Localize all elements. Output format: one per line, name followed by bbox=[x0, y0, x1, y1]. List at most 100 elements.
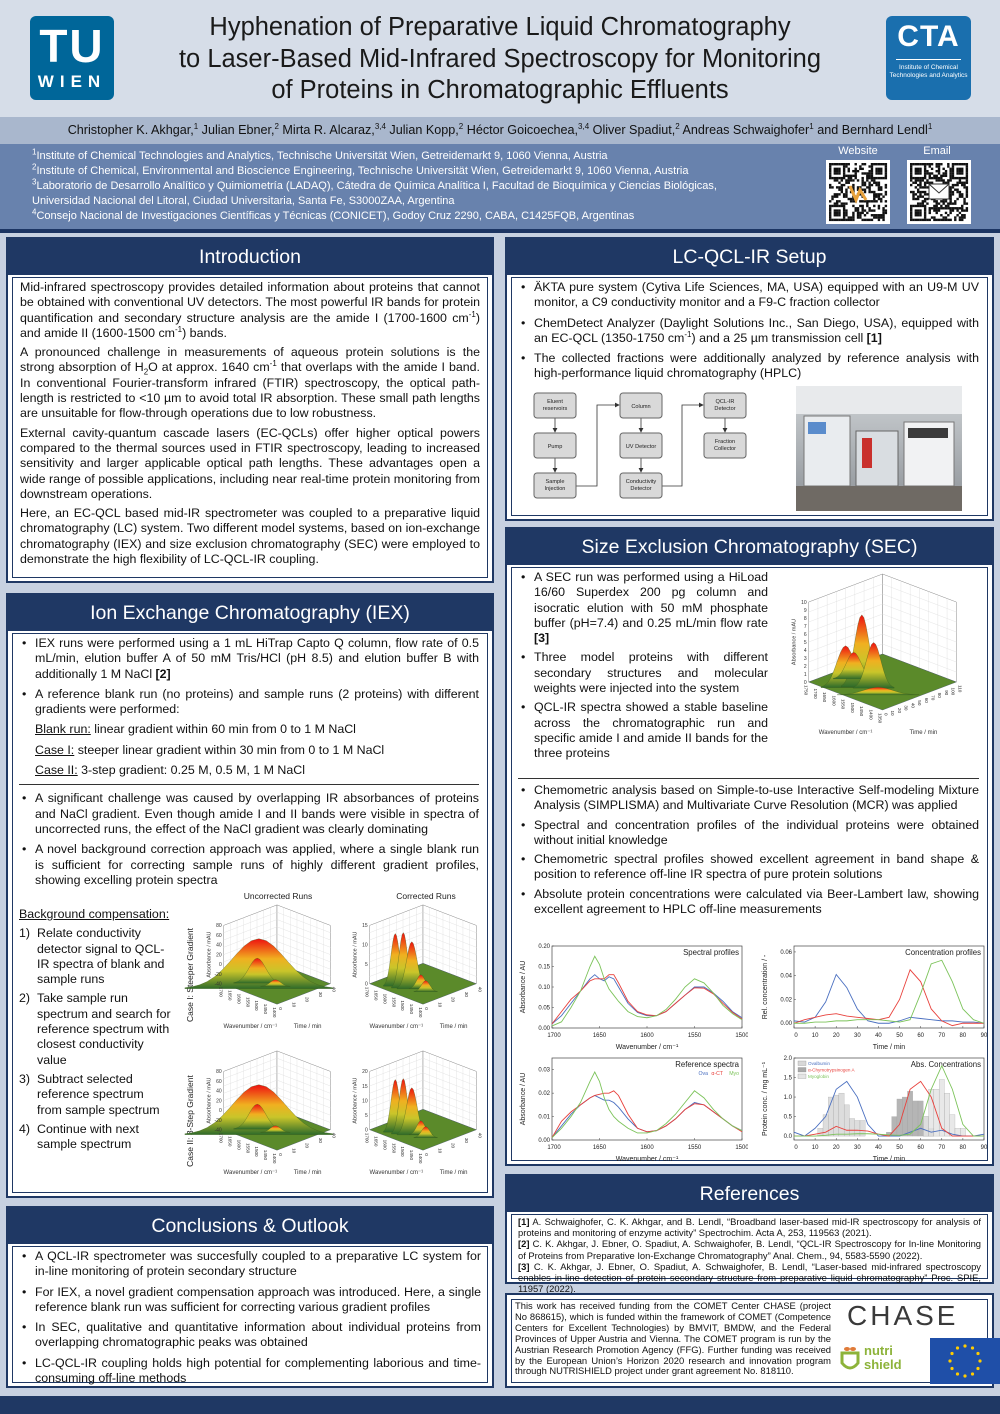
qr-module bbox=[854, 209, 857, 212]
intro-paragraph: External cavity-quantum cascade lasers (… bbox=[20, 426, 480, 502]
qr-module bbox=[965, 163, 969, 166]
qr-module bbox=[961, 183, 964, 187]
bullet-item: A significant challenge was caused by ov… bbox=[19, 791, 479, 837]
chart-title: Concentration profiles bbox=[905, 948, 981, 957]
grid-line bbox=[369, 1065, 424, 1087]
qr-module bbox=[859, 186, 862, 189]
qr-module bbox=[921, 202, 924, 205]
sec-panel: Size Exclusion Chromatography (SEC) A SE… bbox=[505, 527, 994, 1166]
text-segment: Universidad Nacional del Litoral, Ciudad… bbox=[32, 195, 455, 207]
qr-module bbox=[842, 207, 846, 210]
z-tick-label: 15 bbox=[362, 1084, 368, 1090]
qr-module bbox=[831, 204, 834, 208]
flow-box-shape bbox=[703, 432, 747, 459]
qr-module bbox=[884, 165, 888, 168]
website-icon bbox=[848, 185, 868, 204]
qr-module bbox=[947, 204, 950, 208]
section-title: LC-QCL-IR Setup bbox=[507, 239, 992, 275]
z-tick-label: 1 bbox=[804, 672, 807, 678]
qr-module bbox=[958, 218, 962, 222]
title-line: of Proteins in Chromatographic Effluents bbox=[271, 76, 729, 104]
qr-module bbox=[854, 207, 857, 210]
qr-module bbox=[884, 169, 888, 173]
series-line-1 bbox=[551, 974, 743, 1025]
qr-module bbox=[829, 211, 832, 215]
z-tick-label: 4 bbox=[804, 648, 807, 654]
hplc-bar bbox=[923, 1116, 929, 1137]
x-tick-label: 60 bbox=[917, 1145, 924, 1151]
x-tick-label: 60 bbox=[917, 1033, 924, 1039]
qr-module bbox=[940, 214, 943, 217]
qr-module bbox=[912, 195, 915, 198]
qr-module bbox=[884, 193, 888, 196]
qr-module bbox=[861, 218, 864, 222]
qr-module bbox=[923, 193, 927, 196]
qr-module bbox=[928, 165, 931, 168]
qr-module bbox=[847, 197, 850, 201]
text-segment: Laboratorio de Desarrollo Analítico y Qu… bbox=[36, 180, 717, 192]
qr-module bbox=[958, 216, 962, 219]
qr-module bbox=[847, 163, 850, 166]
qr-module bbox=[842, 165, 846, 168]
qr-module bbox=[852, 174, 855, 177]
qr-module bbox=[956, 169, 959, 173]
z-tick-label: 10 bbox=[362, 1098, 368, 1104]
qr-module bbox=[835, 200, 839, 203]
qr-module bbox=[877, 207, 881, 210]
x-tick-label: 70 bbox=[938, 1145, 945, 1151]
x-tick-label: 1550 bbox=[245, 1143, 250, 1154]
qr-module bbox=[914, 169, 918, 173]
qr-module bbox=[835, 218, 839, 222]
x-tick-label: 1500 bbox=[850, 703, 855, 714]
qr-module bbox=[926, 172, 929, 175]
divider bbox=[19, 784, 479, 786]
z-axis-label: Absorbance / mAU bbox=[353, 931, 359, 977]
grid-line bbox=[882, 593, 957, 623]
y-tick-label: 10 bbox=[437, 1002, 442, 1008]
qr-module bbox=[930, 181, 934, 184]
qr-module bbox=[833, 179, 837, 182]
qr-module bbox=[833, 193, 837, 196]
shield-icon bbox=[840, 1347, 860, 1370]
qr-module bbox=[958, 195, 962, 198]
qr-module bbox=[852, 204, 855, 208]
qr-module bbox=[884, 174, 888, 177]
qr-module bbox=[961, 163, 964, 166]
qr-module bbox=[870, 174, 874, 177]
reference-item: [1] A. Schwaighofer, C. K. Akhgar, and B… bbox=[518, 1216, 981, 1238]
qr-module bbox=[870, 172, 874, 175]
qr-code-website[interactable] bbox=[826, 160, 890, 224]
x-tick-label: 1350 bbox=[878, 713, 883, 724]
setup-bullets: ÄKTA pure system (Cytiva Life Sciences, … bbox=[518, 280, 979, 382]
step-text: Subtract selected reference spectrum fro… bbox=[37, 1071, 160, 1117]
z-tick-label: 60 bbox=[216, 933, 222, 939]
bullet-item: Chemometric analysis based on Simple-to-… bbox=[518, 783, 979, 814]
qr-module bbox=[859, 211, 862, 215]
qr-module bbox=[965, 179, 969, 182]
qr-module bbox=[910, 176, 913, 180]
qr-module bbox=[921, 190, 924, 194]
qr-module bbox=[859, 165, 862, 168]
qr-module bbox=[835, 202, 839, 205]
series-line-1 bbox=[794, 1080, 984, 1137]
qr-module bbox=[842, 195, 846, 198]
qr-label: Website bbox=[838, 145, 878, 157]
qr-module bbox=[951, 165, 955, 168]
x-tick-label: 1550 bbox=[841, 699, 846, 710]
qr-module bbox=[965, 190, 969, 194]
x-tick-label: 1650 bbox=[228, 990, 233, 1001]
qr-module bbox=[965, 169, 969, 173]
text-segment: Chemometric spectral profiles showed exc… bbox=[534, 852, 979, 882]
qr-module bbox=[921, 218, 924, 222]
star-icon bbox=[970, 1372, 975, 1376]
step-number: 3) bbox=[19, 1071, 31, 1086]
flow-box-shape bbox=[619, 392, 663, 419]
y-tick-label: 0 bbox=[884, 713, 889, 716]
grid-line bbox=[276, 1058, 331, 1079]
qr-module bbox=[919, 204, 922, 208]
qr-module bbox=[923, 163, 927, 166]
qr-module bbox=[937, 179, 941, 182]
qr-code-email[interactable] bbox=[907, 160, 971, 224]
y-axis-label: Time / min bbox=[294, 1024, 322, 1030]
